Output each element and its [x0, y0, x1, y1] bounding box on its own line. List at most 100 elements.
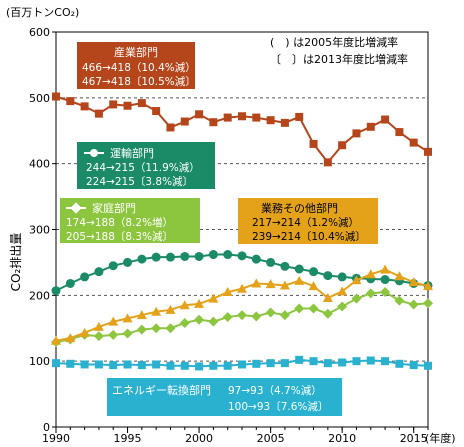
series-4-point-1992: [80, 360, 89, 369]
label-residential-name: 家庭部門: [92, 201, 136, 215]
legend-note-2013: 〔 〕は2013年度比増減率: [270, 52, 408, 66]
series-4-point-2006: [280, 359, 289, 368]
y-tick-label-100: 100: [29, 355, 50, 368]
label-commercial-line1: 217→214（1.2%減）: [252, 216, 359, 229]
series-3-point-1998: [165, 304, 176, 314]
series-layer: [51, 92, 433, 371]
series-0-point-1994: [109, 100, 118, 109]
series-0-point-2004: [252, 113, 261, 122]
series-3-point-2015: [408, 277, 419, 287]
series-2-point-2005: [265, 307, 276, 318]
label-energy-line1: 97→93（4.7%減）: [228, 384, 322, 397]
label-industry-line1: 466→418（10.4%減）: [82, 61, 196, 74]
label-box-energy: エネルギー転換部門 97→93（4.7%減） 100→93〔7.6%減〕: [107, 378, 342, 416]
y-unit-label: (百万トンCO₂): [6, 6, 79, 19]
x-unit-label: (年度): [425, 431, 456, 445]
series-2-point-2015: [408, 299, 419, 310]
series-4-point-2004: [252, 359, 261, 368]
label-box-energy-bg: [107, 378, 342, 416]
label-transport-circle-marker: [90, 149, 98, 157]
x-tick-label-1990: 1990: [42, 432, 70, 445]
series-4-point-2010: [338, 358, 347, 367]
label-transport-line1: 244→215（11.9%減）: [86, 161, 200, 174]
y-tick-labels: 0 100 200 300 400 500 600: [29, 26, 56, 434]
series-0-point-1996: [137, 99, 146, 108]
series-0-point-1998: [166, 123, 175, 132]
series-2-point-1996: [136, 324, 147, 335]
label-residential-line1: 174→188（8.2%増）: [66, 216, 173, 229]
series-2-point-1993: [93, 331, 104, 342]
x-tick-labels: 1990 1995 2000 2005 2010 2015: [42, 427, 429, 445]
series-1-point-2010: [337, 272, 347, 282]
series-0-point-2003: [238, 112, 246, 121]
series-0-point-1992: [80, 102, 89, 111]
series-3: [51, 264, 433, 345]
series-4-point-2012: [366, 356, 375, 365]
series-3-point-2008: [308, 281, 319, 291]
series-4-point-1990: [52, 359, 60, 368]
series-2-point-2004: [251, 311, 262, 322]
series-0-point-2015: [409, 138, 418, 147]
series-3-point-1995: [122, 313, 133, 323]
series-3-point-2006: [279, 280, 290, 290]
series-0-point-2002: [223, 113, 232, 122]
label-box-transport-bg: [77, 142, 215, 189]
x-tick-label-1995: 1995: [114, 432, 142, 445]
series-2-point-1997: [151, 323, 162, 334]
series-4-point-2015: [409, 361, 418, 370]
series-0-point-1991: [66, 97, 75, 106]
series-0-point-2016: [424, 147, 432, 156]
series-3-point-1992: [79, 327, 90, 337]
x-tick-label-2005: 2005: [257, 432, 285, 445]
series-1-point-1991: [65, 278, 75, 288]
series-1-point-1996: [137, 254, 147, 264]
series-4-point-2002: [223, 361, 232, 370]
series-2-point-2012: [365, 288, 376, 299]
series-3-point-2005: [265, 279, 276, 289]
series-1-point-2005: [266, 257, 276, 267]
label-box-industry-bg: [77, 42, 195, 89]
series-1-point-2002: [223, 250, 233, 260]
series-4-point-2009: [323, 359, 332, 368]
series-2-point-2011: [351, 293, 362, 304]
series-3-point-1999: [179, 300, 190, 310]
series-0-point-2014: [395, 128, 404, 137]
series-4-point-1999: [180, 361, 189, 370]
series-3-point-1994: [108, 316, 119, 326]
series-0-point-2012: [366, 122, 375, 131]
label-residential-line2: 205→188〔8.3%減〕: [66, 230, 173, 243]
series-1-point-2006: [280, 261, 290, 271]
series-0-point-2010: [338, 141, 347, 150]
series-1-point-1993: [94, 267, 104, 277]
series-1-point-1994: [108, 261, 118, 271]
series-4-point-2007: [295, 355, 304, 364]
series-0-point-1999: [180, 117, 189, 126]
series-2-point-2001: [208, 316, 219, 327]
series-1-point-1990: [51, 286, 61, 296]
series-4-point-1993: [94, 360, 103, 369]
series-2-point-2000: [194, 314, 205, 325]
series-4-point-1991: [66, 359, 75, 368]
series-2-point-2008: [308, 303, 319, 314]
series-4-point-2001: [209, 361, 218, 370]
series-3-point-2016: [423, 281, 433, 291]
series-2-point-2006: [279, 310, 290, 321]
series-3-point-2001: [208, 293, 219, 303]
label-box-residential-bg: [60, 198, 200, 243]
x-tick-label-2000: 2000: [185, 432, 213, 445]
series-1-point-1992: [80, 272, 90, 282]
series-0-point-2009: [323, 158, 332, 167]
series-0-point-2008: [309, 139, 318, 148]
series-4-point-2000: [195, 362, 204, 371]
series-2-point-1999: [179, 317, 190, 328]
series-3-point-1997: [151, 306, 162, 316]
series-3-point-1993: [93, 321, 104, 331]
label-industry-line2: 467→418〔10.5%減〕: [82, 75, 196, 88]
series-3-point-1990: [51, 335, 61, 345]
series-3-point-2011: [351, 275, 362, 285]
series-3-point-2003: [237, 283, 247, 293]
series-2-point-1995: [122, 328, 133, 339]
y-tick-label-600: 600: [29, 26, 50, 39]
y-tick-label-400: 400: [29, 158, 50, 171]
label-energy-name: エネルギー転換部門: [112, 383, 211, 397]
